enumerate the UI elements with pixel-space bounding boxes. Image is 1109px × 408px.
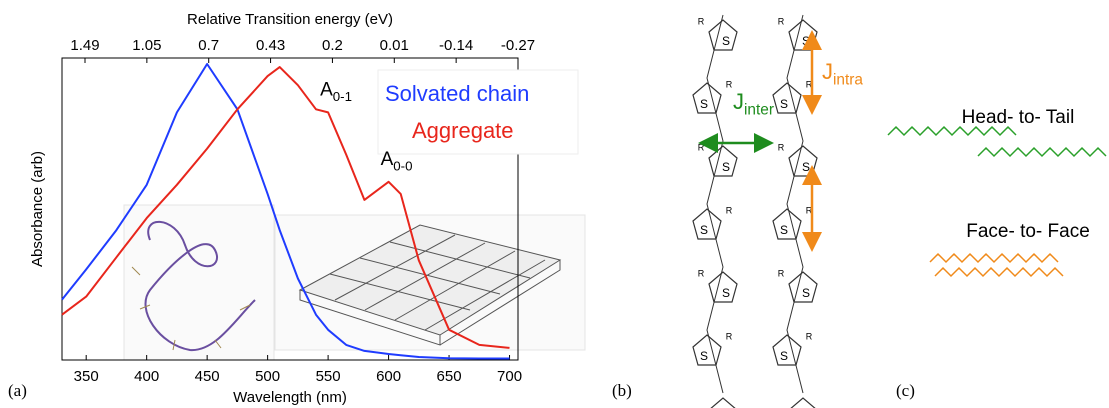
panel-label: (a) [8, 381, 27, 400]
annotation-symbol: A [381, 149, 394, 170]
x-tick-label: 450 [195, 368, 220, 385]
substituent: R [778, 16, 785, 26]
sulfur-atom: S [700, 223, 708, 237]
stacked-chain [935, 268, 1063, 276]
x2-tick-label: 1.05 [132, 37, 161, 54]
x-axis-title: Wavelength (nm) [233, 389, 347, 406]
panel-label: (c) [896, 381, 915, 400]
annotation-subscript: 0-0 [393, 158, 412, 173]
figure: 350 400 450 500 550 600 650 700 1.49 1.05 0.7 0.43 0… [0, 0, 1109, 408]
coupling-label-subscript: inter [744, 102, 774, 119]
sulfur-atom: S [802, 34, 810, 48]
x2-tick-label: 1.49 [70, 37, 99, 54]
x2-tick-label: 0.2 [322, 37, 343, 54]
substituent: R [726, 205, 733, 215]
x-tick-label: 500 [255, 368, 280, 385]
panel-label: (b) [612, 381, 632, 400]
sulfur-atom: S [802, 286, 810, 300]
stacked-chain [888, 127, 1016, 135]
legend-entry: Solvated chain [385, 81, 529, 106]
x-tick-label: 550 [316, 368, 341, 385]
substituent: R [778, 268, 785, 278]
stacked-chain [978, 148, 1106, 156]
substituent: R [698, 268, 705, 278]
x2-tick-label: -0.27 [501, 37, 535, 54]
annotation-subscript: 0-1 [333, 89, 352, 104]
sulfur-atom: S [780, 223, 788, 237]
y-axis-title: Absorbance (arb) [29, 151, 46, 267]
x2-tick-label: 0.01 [380, 37, 409, 54]
annotation-symbol: A [320, 79, 333, 100]
annotation: A0-1 [320, 79, 352, 103]
inset-polymer [124, 205, 274, 360]
substituent: R [726, 79, 733, 89]
substituent: R [698, 142, 705, 152]
sulfur-atom: S [780, 97, 788, 111]
x2-tick-label: 0.43 [256, 37, 285, 54]
substituent: R [726, 331, 733, 341]
inset-lattice [275, 215, 585, 350]
diagram: SRSRSRSRSRSRSRSRSRSRSRSRJinterJintraHead… [693, 15, 1106, 408]
sulfur-atom: S [722, 286, 730, 300]
substituent: R [698, 16, 705, 26]
x-tick-label: 650 [437, 368, 462, 385]
coupling-label: Jintra [822, 59, 863, 89]
coupling-label-subscript: intra [833, 72, 863, 89]
sulfur-atom: S [700, 349, 708, 363]
thiophene-ring [789, 398, 817, 408]
coupling-label-symbol: J [822, 59, 833, 84]
sulfur-atom: S [722, 34, 730, 48]
sulfur-atom: S [802, 160, 810, 174]
x-tick-label: 700 [497, 368, 522, 385]
substituent: R [806, 331, 813, 341]
thiophene-ring [709, 398, 737, 408]
coupling-label-symbol: J [733, 89, 744, 114]
sulfur-atom: S [722, 160, 730, 174]
x-tick-label: 400 [134, 368, 159, 385]
sulfur-atom: S [780, 349, 788, 363]
x-tick-label: 350 [74, 368, 99, 385]
legend-entry: Aggregate [412, 118, 514, 143]
stacking-label: Head- to- Tail [962, 107, 1075, 128]
stacking-label: Face- to- Face [966, 221, 1090, 242]
x2-axis-title: Relative Transition energy (eV) [187, 11, 393, 28]
stacked-chain [930, 254, 1058, 262]
sulfur-atom: S [700, 97, 708, 111]
x2-tick-label: 0.7 [198, 37, 219, 54]
x-tick-label: 600 [376, 368, 401, 385]
substituent: R [778, 142, 785, 152]
x2-tick-label: -0.14 [439, 37, 473, 54]
coupling-label: Jinter [733, 89, 774, 119]
